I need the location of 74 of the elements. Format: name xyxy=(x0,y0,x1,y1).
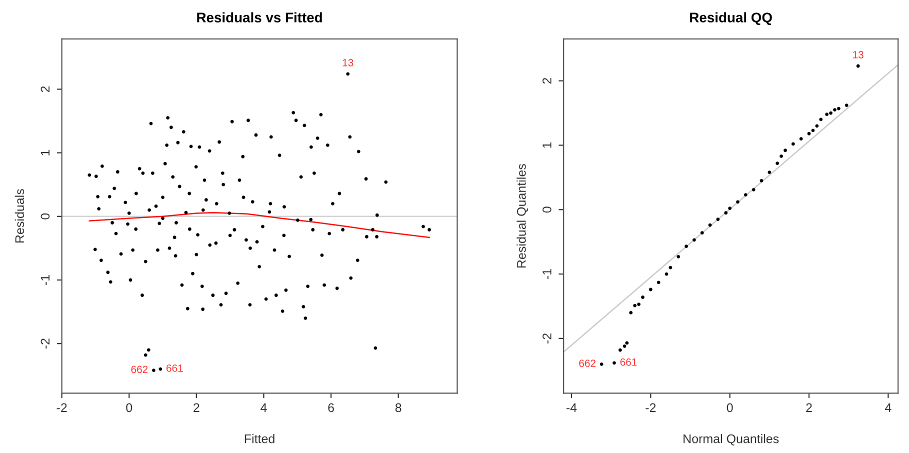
point xyxy=(784,148,787,152)
point xyxy=(833,108,836,112)
chart-title: Residual QQ xyxy=(690,12,772,26)
point xyxy=(856,64,860,68)
point xyxy=(637,302,640,306)
point xyxy=(656,280,660,284)
y-tick-label: 0 xyxy=(542,206,552,213)
line-series xyxy=(88,212,430,238)
x-tick-label: 4 xyxy=(885,403,892,412)
point xyxy=(811,128,815,132)
point xyxy=(815,124,819,128)
x-tick-label: 2 xyxy=(806,403,812,412)
point xyxy=(676,254,680,258)
annotation: 661 xyxy=(620,358,637,366)
point xyxy=(724,211,728,215)
point xyxy=(776,162,780,165)
point xyxy=(760,178,764,182)
point xyxy=(829,111,832,115)
point xyxy=(600,362,604,366)
point xyxy=(633,304,637,308)
point xyxy=(736,200,740,204)
y-axis-title: Residuals xyxy=(14,189,24,242)
y-axis-title: Residual Quantiles xyxy=(516,164,528,268)
y-tick-label: 1 xyxy=(40,150,50,156)
point xyxy=(780,154,784,158)
y-tick-label: -2 xyxy=(542,334,552,344)
point xyxy=(625,341,629,345)
point xyxy=(692,238,696,242)
annotation: 662 xyxy=(131,366,148,374)
x-tick-label: 0 xyxy=(726,403,733,412)
annotation: 661 xyxy=(166,364,183,372)
point xyxy=(807,132,811,136)
point xyxy=(629,310,633,314)
point xyxy=(684,244,688,248)
x-tick-label: 4 xyxy=(260,403,267,412)
point xyxy=(837,106,840,110)
y-tick-label: -1 xyxy=(542,269,552,280)
x-tick-label: -2 xyxy=(56,403,67,412)
x-tick-label: -2 xyxy=(646,403,656,412)
y-tick-label: 0 xyxy=(40,213,50,220)
x-axis-title: Normal Quantiles xyxy=(684,434,779,446)
y-tick-label: -1 xyxy=(40,275,50,285)
x-tick-label: 0 xyxy=(126,403,132,412)
y-tick-label: 1 xyxy=(542,142,552,148)
point xyxy=(622,344,626,348)
y-tick-label: -2 xyxy=(40,338,50,349)
y-tick-label: 2 xyxy=(542,78,552,84)
point xyxy=(799,137,803,140)
point xyxy=(768,170,772,174)
point xyxy=(612,361,616,365)
point xyxy=(618,348,622,352)
chart-title: Residuals vs Fitted xyxy=(197,12,322,22)
x-tick-label: 2 xyxy=(194,403,200,412)
point xyxy=(752,188,756,192)
point xyxy=(641,296,644,299)
point xyxy=(844,104,848,107)
point xyxy=(648,288,652,292)
point xyxy=(791,142,795,146)
point xyxy=(668,266,672,270)
point xyxy=(700,231,704,235)
point xyxy=(744,193,748,197)
annotation: 13 xyxy=(342,58,354,66)
x-axis-title: Fitted xyxy=(244,434,274,444)
point xyxy=(728,206,732,210)
x-tick-label: 8 xyxy=(395,403,402,412)
annotation: 662 xyxy=(579,360,596,368)
point xyxy=(825,112,829,116)
x-tick-label: 6 xyxy=(328,403,334,412)
x-tick-label: -4 xyxy=(566,403,577,412)
point xyxy=(819,118,823,122)
point xyxy=(708,223,712,227)
y-tick-label: 2 xyxy=(40,86,50,92)
annotation: 13 xyxy=(853,51,864,58)
point xyxy=(716,218,720,221)
